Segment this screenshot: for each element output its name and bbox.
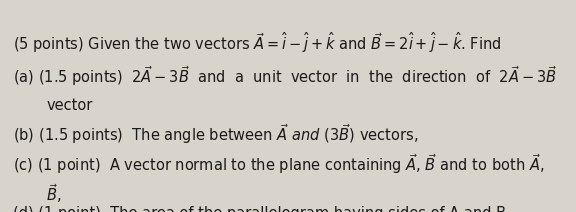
Text: (5 points) Given the two vectors $\vec{A} = \hat{i} - \hat{j} + \hat{k}$ and $\v: (5 points) Given the two vectors $\vec{A… [13,30,501,55]
Text: (d) (1 point)  The area of the parallelogram having sides of A and B: (d) (1 point) The area of the parallelog… [13,206,506,212]
Text: (c) (1 point)  A vector normal to the plane containing $\vec{A}$, $\vec{B}$ and : (c) (1 point) A vector normal to the pla… [13,152,544,176]
Text: $\vec{B}$,: $\vec{B}$, [47,182,62,205]
Text: (a) (1.5 points)  $2\vec{A} - 3\vec{B}$  and  a  unit  vector  in  the  directio: (a) (1.5 points) $2\vec{A} - 3\vec{B}$ a… [13,64,557,88]
Text: (b) (1.5 points)  The angle between $\vec{A}$ $and$ $(3\vec{B})$ vectors,: (b) (1.5 points) The angle between $\vec… [13,122,418,146]
Text: vector: vector [47,98,93,113]
